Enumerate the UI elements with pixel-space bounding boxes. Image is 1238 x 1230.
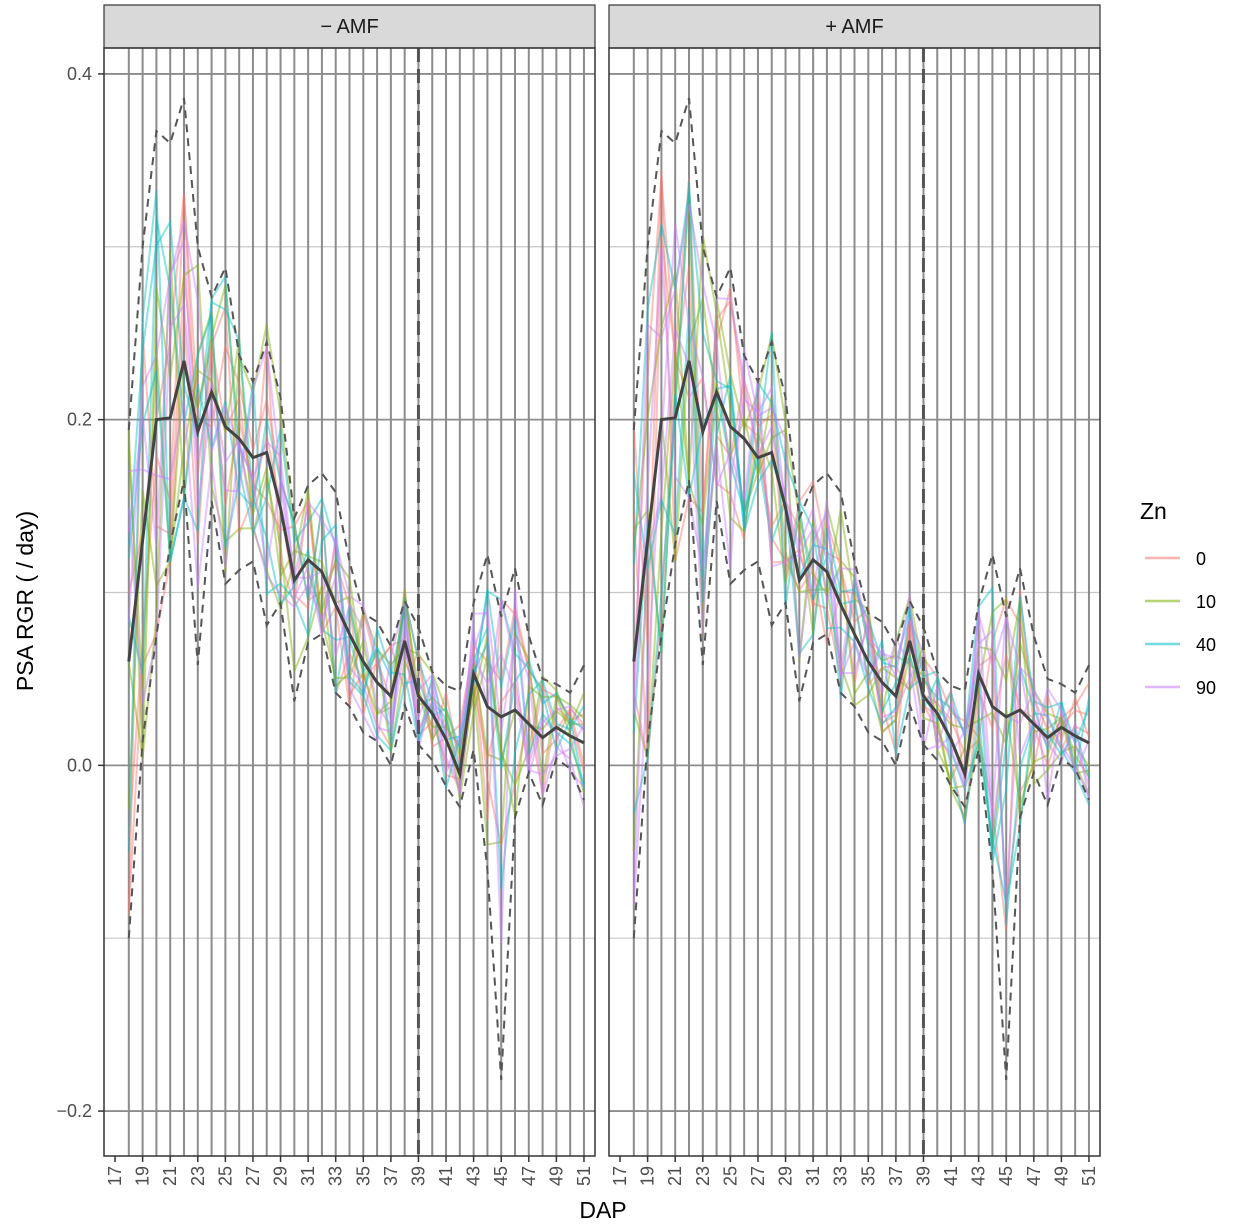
facet-label: − AMF	[320, 16, 378, 38]
series-line-zn-10	[127, 338, 585, 809]
facet-label: + AMF	[825, 16, 883, 38]
x-tick-label: 21	[160, 1166, 180, 1186]
x-tick-label: 37	[381, 1166, 401, 1186]
x-tick-label: 19	[133, 1166, 153, 1186]
x-tick-label: 23	[693, 1166, 713, 1186]
x-tick-label: 47	[519, 1166, 539, 1186]
panel-border	[103, 47, 596, 1157]
x-tick-label: 49	[546, 1166, 566, 1186]
series-line-zn-90	[127, 221, 585, 796]
x-tick-label: 43	[969, 1166, 989, 1186]
x-tick-label: 31	[803, 1166, 823, 1186]
x-tick-label: 37	[886, 1166, 906, 1186]
x-tick-label: 19	[638, 1166, 658, 1186]
x-tick-label: 29	[776, 1166, 796, 1186]
y-tick-label: 0.0	[67, 755, 92, 775]
series-line-zn-90	[127, 301, 585, 944]
series-line-zn-90	[632, 247, 1090, 829]
x-tick-label: 45	[996, 1166, 1016, 1186]
x-tick-label: 41	[941, 1166, 961, 1186]
series-line-zn-10	[127, 249, 585, 788]
x-tick-label: 51	[1079, 1166, 1099, 1186]
legend: Zn 0 10 40 90	[1140, 498, 1216, 698]
series-line-zn-0	[127, 316, 585, 911]
series-line-zn-40	[632, 190, 1090, 852]
series-line-zn-10	[632, 197, 1090, 822]
series-line-zn-0	[127, 273, 585, 916]
legend-label: 40	[1196, 635, 1216, 655]
mean-line	[127, 360, 585, 780]
y-axis-title: PSA RGR ( / day)	[12, 511, 38, 691]
series-line-zn-40	[632, 308, 1090, 925]
x-tick-label: 33	[831, 1166, 851, 1186]
x-tick-label: 31	[298, 1166, 318, 1186]
bound-line-lower	[127, 479, 585, 1080]
x-tick-label: 45	[491, 1166, 511, 1186]
series-line-zn-0	[632, 178, 1090, 824]
facet-strip	[608, 4, 1101, 49]
mean-line	[632, 360, 1090, 780]
x-tick-label: 35	[858, 1166, 878, 1186]
legend-label: 0	[1196, 549, 1206, 569]
series-line-zn-90	[632, 203, 1090, 903]
x-tick-label: 17	[610, 1166, 630, 1186]
x-tick-label: 29	[271, 1166, 291, 1186]
bound-line-lower	[632, 479, 1090, 1080]
legend-title: Zn	[1140, 498, 1167, 524]
series-line-zn-90	[632, 297, 1090, 891]
series-line-zn-90	[128, 399, 585, 776]
x-tick-label: 23	[188, 1166, 208, 1186]
facet-panel-2: + AMF	[608, 4, 1101, 1157]
series-line-zn-90	[127, 240, 585, 808]
x-axis-title: DAP	[579, 1197, 626, 1223]
series-line-zn-40	[632, 180, 1090, 864]
series-line-zn-10	[127, 263, 585, 846]
x-tick-label: 49	[1051, 1166, 1071, 1186]
x-tick-label: 25	[720, 1166, 740, 1186]
x-tick-label: 39	[913, 1166, 933, 1186]
x-tick-label: 47	[1024, 1166, 1044, 1186]
series-line-zn-10	[632, 298, 1090, 851]
bound-line-upper	[127, 97, 585, 695]
x-tick-label: 27	[748, 1166, 768, 1186]
series-line-zn-10	[127, 285, 585, 816]
y-tick-label: 0.2	[67, 410, 92, 430]
legend-label: 90	[1196, 678, 1216, 698]
facet-strip	[103, 4, 596, 49]
x-tick-label: 21	[665, 1166, 685, 1186]
x-tick-label: 39	[408, 1166, 428, 1186]
panel-border	[608, 47, 1101, 1157]
series-line-zn-10	[632, 272, 1090, 775]
x-tick-label: 51	[574, 1166, 594, 1186]
x-tick-label: 41	[436, 1166, 456, 1186]
x-tick-label: 33	[326, 1166, 346, 1186]
facet-panel-1: − AMF	[103, 4, 596, 1157]
bound-line-upper	[632, 97, 1090, 695]
legend-label: 10	[1196, 592, 1216, 612]
x-tick-label: 25	[215, 1166, 235, 1186]
series-line-zn-40	[127, 218, 585, 786]
series-line-zn-0	[632, 176, 1090, 931]
x-tick-label: 35	[353, 1166, 373, 1186]
series-line-zn-40	[127, 189, 585, 853]
x-tick-label: 27	[243, 1166, 263, 1186]
series-line-zn-10	[632, 235, 1090, 787]
x-tick-label: 43	[464, 1166, 484, 1186]
series-line-zn-0	[127, 193, 585, 839]
y-tick-label: −0.2	[56, 1101, 92, 1121]
series-line-zn-40	[127, 218, 585, 890]
y-tick-label: 0.4	[67, 64, 92, 84]
x-tick-label: 17	[105, 1166, 125, 1186]
